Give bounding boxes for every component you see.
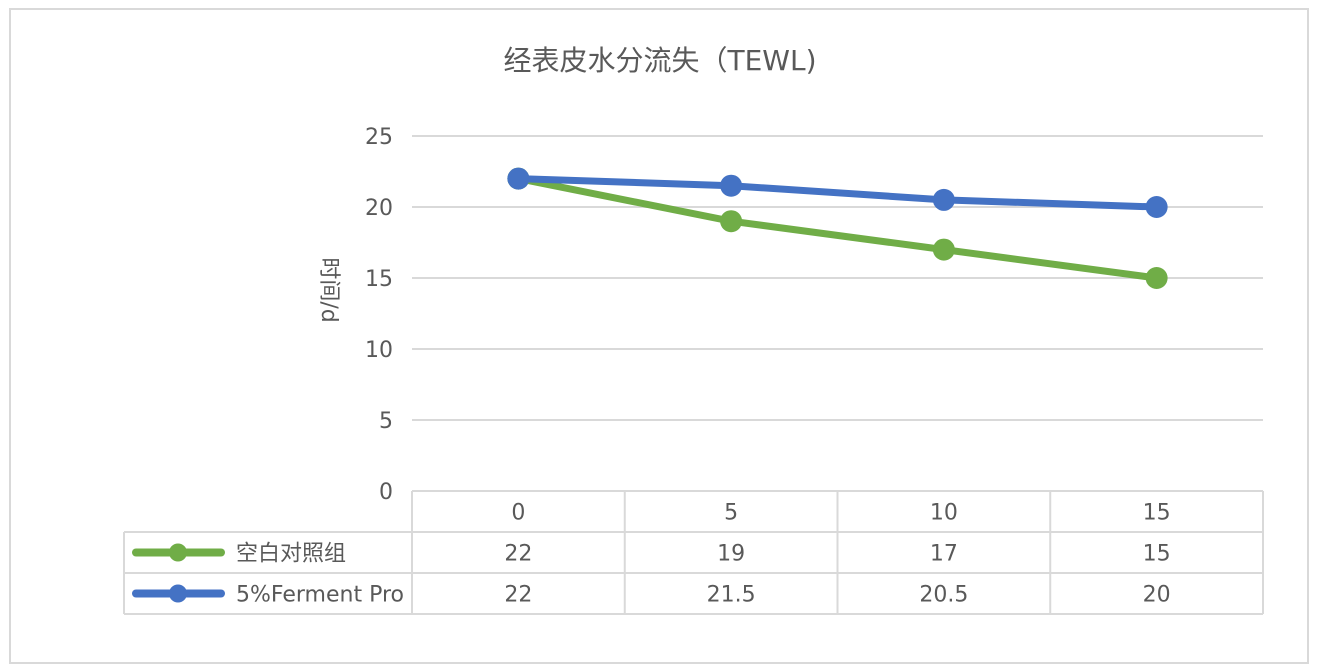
legend-marker <box>169 543 187 562</box>
data-table-value: 22 <box>504 542 532 567</box>
data-point <box>507 167 530 190</box>
data-point <box>1145 267 1168 289</box>
series-layer <box>507 167 1168 289</box>
data-table-value: 15 <box>1143 542 1171 567</box>
y-tick-label: 20 <box>365 196 393 221</box>
chart-frame <box>9 8 1309 664</box>
x-tick-label: 5 <box>724 501 738 526</box>
y-axis-ticks: 0 5 10 15 20 25 <box>365 125 393 505</box>
x-tick-label: 15 <box>1143 501 1171 526</box>
data-table-value: 22 <box>504 583 532 608</box>
series-line <box>514 175 1161 211</box>
data-table-value: 21.5 <box>707 583 756 608</box>
y-tick-label: 10 <box>365 338 393 363</box>
legend-label: 5%Ferment Pro <box>236 583 404 608</box>
data-point <box>720 210 743 233</box>
y-tick-label: 25 <box>365 125 393 150</box>
data-point <box>932 238 955 261</box>
legend-marker <box>169 584 187 603</box>
data-table-value: 20 <box>1143 583 1171 608</box>
chart-title: 经表皮水分流失（TEWL) <box>503 44 816 77</box>
y-tick-label: 0 <box>379 480 393 505</box>
x-tick-label: 10 <box>930 501 958 526</box>
data-point <box>720 174 743 197</box>
data-point <box>932 188 955 211</box>
y-tick-label: 15 <box>365 267 393 292</box>
data-point <box>1145 196 1168 218</box>
y-axis-label: 时间/d <box>316 257 341 322</box>
gridlines <box>412 135 1263 421</box>
y-tick-label: 5 <box>379 409 393 434</box>
x-tick-label: 0 <box>511 501 525 526</box>
data-table-value: 20.5 <box>919 583 968 608</box>
data-table-value: 17 <box>930 542 958 567</box>
data-table: 0 5 10 15 空白对照组 22 19 17 15 5%Ferment Pro 22 21.5 20… <box>123 490 1264 615</box>
series-line <box>514 175 1161 282</box>
data-table-value: 19 <box>717 542 745 567</box>
legend-label: 空白对照组 <box>236 542 346 567</box>
